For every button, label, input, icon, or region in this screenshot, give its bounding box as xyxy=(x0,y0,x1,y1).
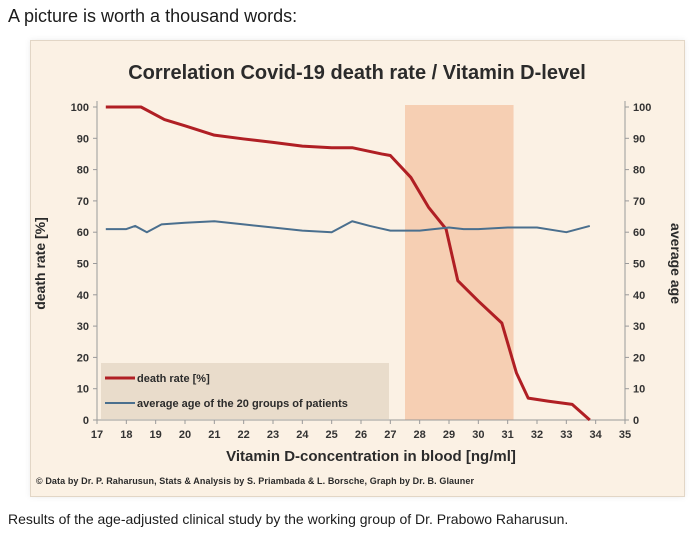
y2-tick-label: 30 xyxy=(633,321,645,333)
y2-tick-label: 60 xyxy=(633,227,645,239)
y-tick-label: 60 xyxy=(77,227,89,239)
legend-label: average age of the 20 groups of patients xyxy=(137,398,348,410)
y-tick-label: 30 xyxy=(77,321,89,333)
y-tick-label: 70 xyxy=(77,196,89,208)
y2-tick-label: 70 xyxy=(633,196,645,208)
death-rate-line xyxy=(105,105,591,422)
page-heading: A picture is worth a thousand words: xyxy=(8,6,298,26)
page-caption: Results of the age-adjusted clinical stu… xyxy=(8,511,569,527)
x-tick-label: 31 xyxy=(502,429,514,441)
x-tick-label: 17 xyxy=(91,429,103,441)
y-tick-label: 0 xyxy=(83,415,89,427)
legend-label: death rate [%] xyxy=(137,373,210,385)
x-tick-label: 24 xyxy=(296,429,309,441)
chart-panel: Correlation Covid-19 death rate / Vitami… xyxy=(30,40,685,497)
y2-tick-label: 90 xyxy=(633,133,645,145)
y2-tick-label: 0 xyxy=(633,415,639,427)
x-tick-label: 26 xyxy=(355,429,367,441)
chart-svg: Correlation Covid-19 death rate / Vitami… xyxy=(32,62,684,465)
y2-tick-label: 80 xyxy=(633,165,645,177)
y2-tick-label: 50 xyxy=(633,259,645,271)
x-tick-label: 32 xyxy=(531,429,543,441)
y-tick-label: 100 xyxy=(71,102,89,114)
x-tick-label: 34 xyxy=(590,429,603,441)
y-tick-label: 10 xyxy=(77,384,89,396)
y-tick-label: 40 xyxy=(77,290,89,302)
x-tick-label: 28 xyxy=(414,429,426,441)
y-tick-label: 50 xyxy=(77,259,89,271)
y-tick-label: 90 xyxy=(77,133,89,145)
x-tick-label: 21 xyxy=(208,429,220,441)
x-axis-label: Vitamin D-concentration in blood [ng/ml] xyxy=(226,448,516,465)
x-tick-label: 29 xyxy=(443,429,455,441)
x-tick-label: 33 xyxy=(560,429,572,441)
legend-box xyxy=(101,363,389,419)
x-tick-label: 22 xyxy=(238,429,250,441)
chart-title: Correlation Covid-19 death rate / Vitami… xyxy=(128,62,586,84)
y-tick-label: 20 xyxy=(77,352,89,364)
highlight-band xyxy=(405,105,514,420)
y2-tick-label: 40 xyxy=(633,290,645,302)
y-tick-label: 80 xyxy=(77,165,89,177)
x-tick-label: 25 xyxy=(326,429,338,441)
x-tick-label: 19 xyxy=(150,429,162,441)
y2-tick-label: 10 xyxy=(633,384,645,396)
y-axis-label: death rate [%] xyxy=(32,217,48,310)
x-tick-label: 35 xyxy=(619,429,631,441)
x-tick-label: 23 xyxy=(267,429,279,441)
x-tick-label: 30 xyxy=(472,429,484,441)
x-tick-label: 27 xyxy=(384,429,396,441)
y2-tick-label: 100 xyxy=(633,102,651,114)
y2-tick-label: 20 xyxy=(633,352,645,364)
x-tick-label: 20 xyxy=(179,429,191,441)
data-credit: © Data by Dr. P. Raharusun, Stats & Anal… xyxy=(36,476,475,486)
y2-axis-label: average age xyxy=(668,223,684,304)
x-tick-label: 18 xyxy=(120,429,132,441)
average-age-line xyxy=(105,220,591,234)
